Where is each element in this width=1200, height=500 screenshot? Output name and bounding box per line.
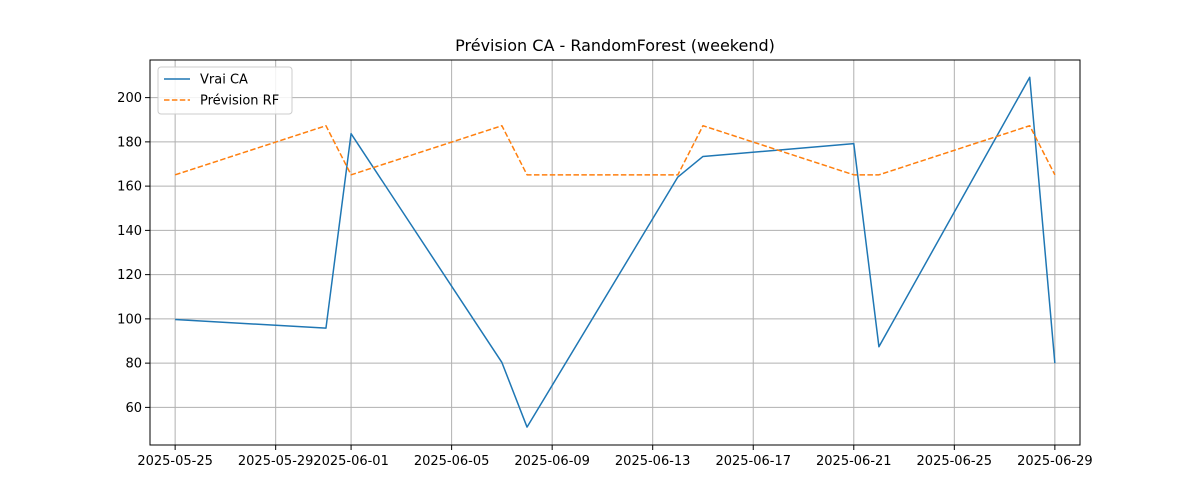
series-line-vrai-ca: [175, 76, 1056, 428]
x-tick-label: 2025-06-09: [514, 454, 590, 469]
x-tick-label: 2025-06-29: [1017, 454, 1093, 469]
axes: 2025-05-25 2025-05-29 2025-06-01 2025-06-05…: [117, 91, 1092, 469]
y-tick-label: 140: [117, 224, 142, 239]
y-tick-label: 120: [117, 268, 142, 283]
plot-area-frame: [149, 59, 1081, 446]
y-tick-label: 160: [117, 180, 142, 195]
series-lines: [174, 76, 1056, 428]
y-tick-label: 180: [117, 135, 142, 150]
legend-box: [157, 66, 293, 115]
grid: [150, 60, 1080, 445]
legend-label: Prévision RF: [200, 94, 279, 109]
x-tick-label: 2025-06-21: [816, 454, 892, 469]
chart-title: Prévision CA - RandomForest (weekend): [455, 36, 775, 55]
legend-label: Vrai CA: [200, 73, 248, 88]
legend: Vrai CA Prévision RF: [157, 66, 293, 115]
y-tick-label: 80: [125, 357, 142, 372]
x-tick-label: 2025-06-01: [313, 454, 389, 469]
x-tick-label: 2025-05-29: [238, 454, 314, 469]
series-line-prevision-rf: [174, 124, 1056, 176]
y-tick-label: 100: [117, 312, 142, 327]
x-tick-label: 2025-06-05: [414, 454, 490, 469]
x-tick-label: 2025-06-13: [615, 454, 691, 469]
y-tick-label: 60: [125, 401, 142, 416]
x-tick-label: 2025-06-25: [917, 454, 993, 469]
x-tick-label: 2025-06-17: [715, 454, 791, 469]
y-tick-label: 200: [117, 91, 142, 106]
x-tick-label: 2025-05-25: [137, 454, 213, 469]
